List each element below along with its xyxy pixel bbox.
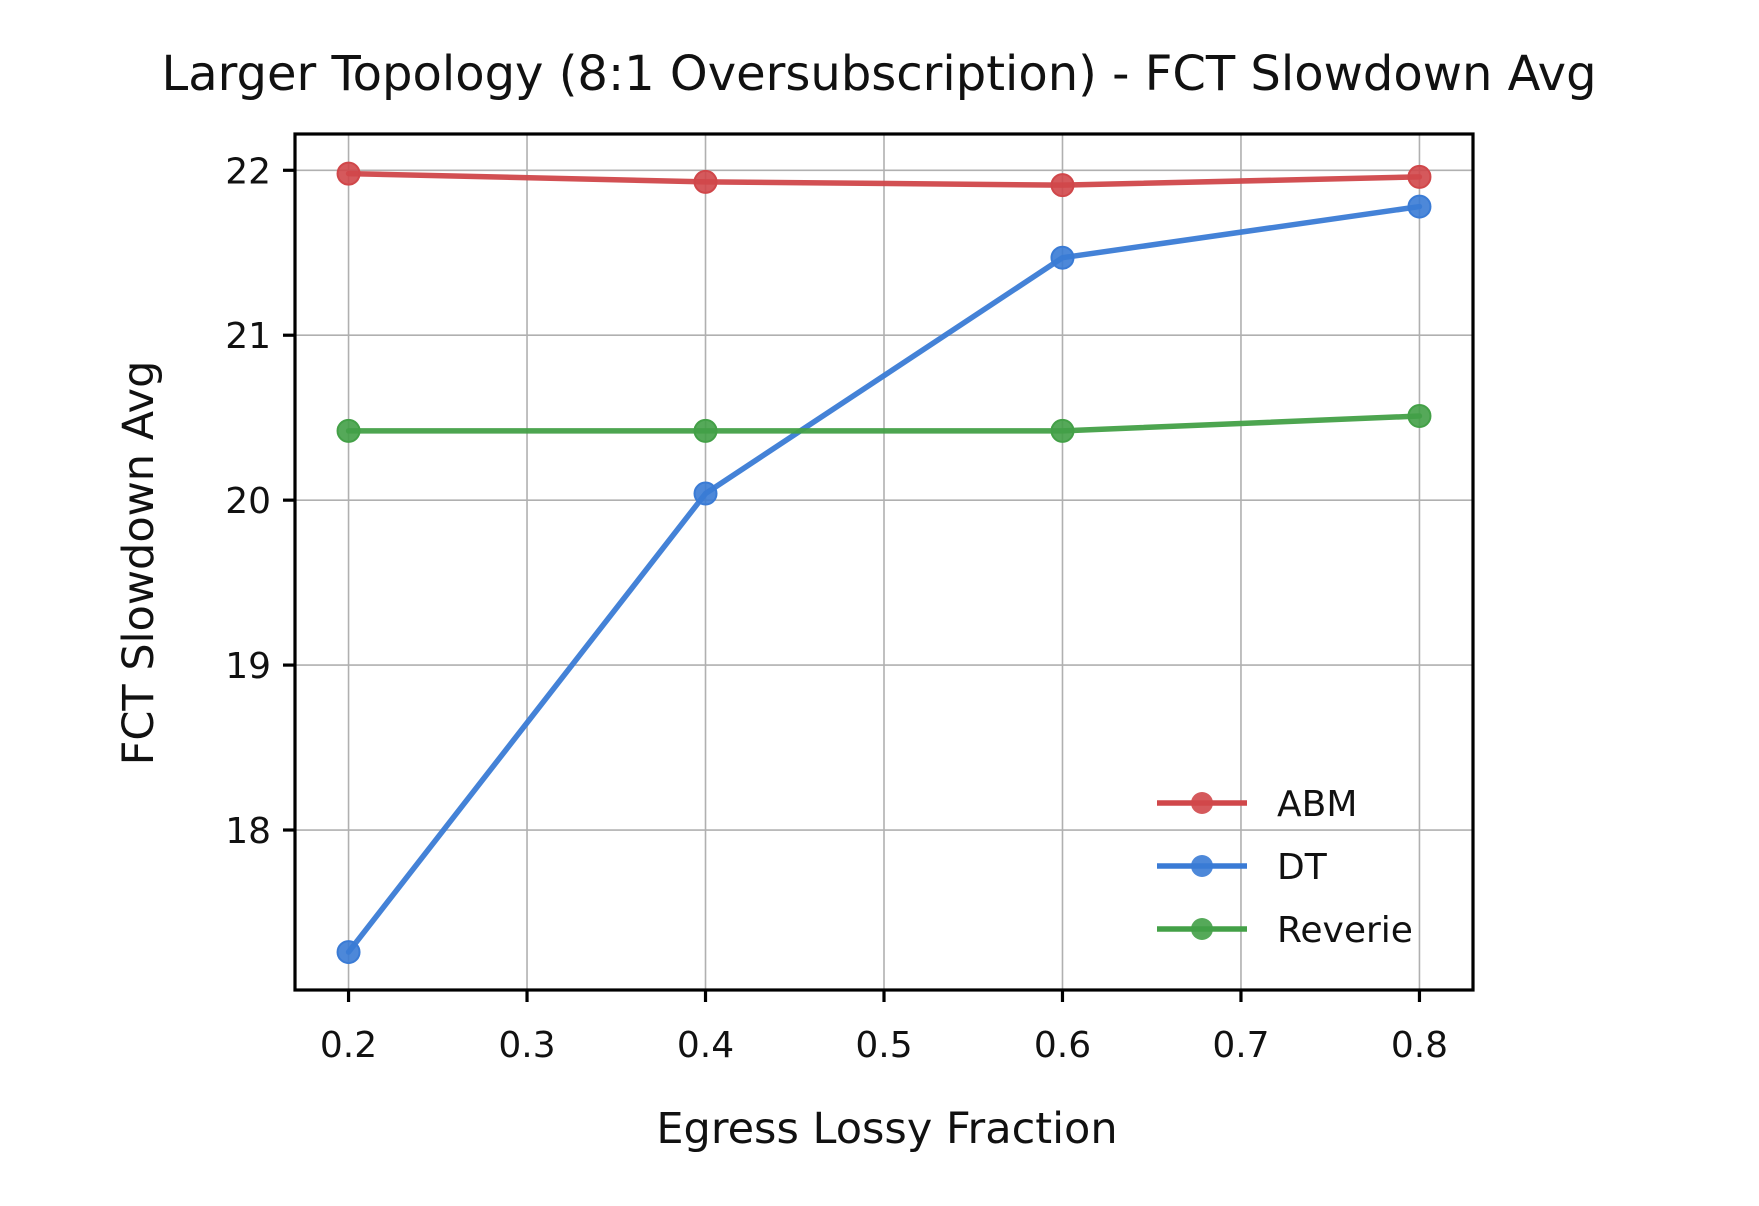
y-axis-label: FCT Slowdown Avg bbox=[114, 361, 164, 766]
x-tick-label: 0.7 bbox=[1212, 1025, 1269, 1066]
legend-swatch-marker bbox=[1191, 918, 1213, 940]
gridlines bbox=[295, 134, 1473, 990]
series-layer bbox=[336, 161, 1432, 965]
data-point-abm bbox=[336, 161, 361, 186]
data-point-abm bbox=[1407, 164, 1432, 189]
x-tick-label: 0.2 bbox=[320, 1025, 377, 1066]
ticks: 0.2 0.3 0.4 0.5 0.6 0.7 0.8 18 19 20 21 22 bbox=[225, 151, 1448, 1066]
y-tick-label: 20 bbox=[225, 481, 271, 522]
y-tick-label: 18 bbox=[225, 811, 271, 852]
legend-item-abm: ABM bbox=[1157, 784, 1357, 825]
legend-label: ABM bbox=[1277, 784, 1357, 825]
legend-swatch-marker bbox=[1191, 855, 1213, 877]
data-point-abm bbox=[1050, 173, 1075, 198]
x-tick-label: 0.5 bbox=[855, 1025, 912, 1066]
legend: ABM DT Reverie bbox=[1157, 784, 1413, 951]
series-line-dt bbox=[345, 203, 1423, 955]
legend-label: DT bbox=[1277, 847, 1328, 888]
data-point-reverie bbox=[1407, 404, 1432, 429]
y-tick-label: 21 bbox=[225, 316, 271, 357]
y-tick-label: 19 bbox=[225, 646, 271, 687]
data-point-dt bbox=[1407, 194, 1432, 219]
data-point-abm bbox=[693, 169, 718, 194]
x-tick-label: 0.3 bbox=[498, 1025, 555, 1066]
legend-item-reverie: Reverie bbox=[1157, 910, 1413, 951]
legend-item-dt: DT bbox=[1157, 847, 1328, 888]
legend-label: Reverie bbox=[1277, 910, 1413, 951]
x-tick-label: 0.6 bbox=[1034, 1025, 1091, 1066]
legend-swatch-marker bbox=[1191, 792, 1213, 814]
data-point-dt bbox=[693, 481, 718, 506]
data-point-reverie bbox=[693, 418, 718, 443]
data-point-reverie bbox=[1050, 418, 1075, 443]
data-point-dt bbox=[336, 940, 361, 965]
series-line-reverie bbox=[345, 413, 1423, 434]
x-tick-label: 0.8 bbox=[1391, 1025, 1448, 1066]
x-axis-label: Egress Lossy Fraction bbox=[656, 1104, 1117, 1154]
x-tick-label: 0.4 bbox=[677, 1025, 734, 1066]
y-tick-label: 22 bbox=[225, 151, 271, 192]
chart-title: Larger Topology (8:1 Oversubscription) -… bbox=[161, 46, 1596, 102]
data-point-dt bbox=[1050, 245, 1075, 270]
series-line-abm bbox=[345, 170, 1423, 188]
data-point-reverie bbox=[336, 418, 361, 443]
